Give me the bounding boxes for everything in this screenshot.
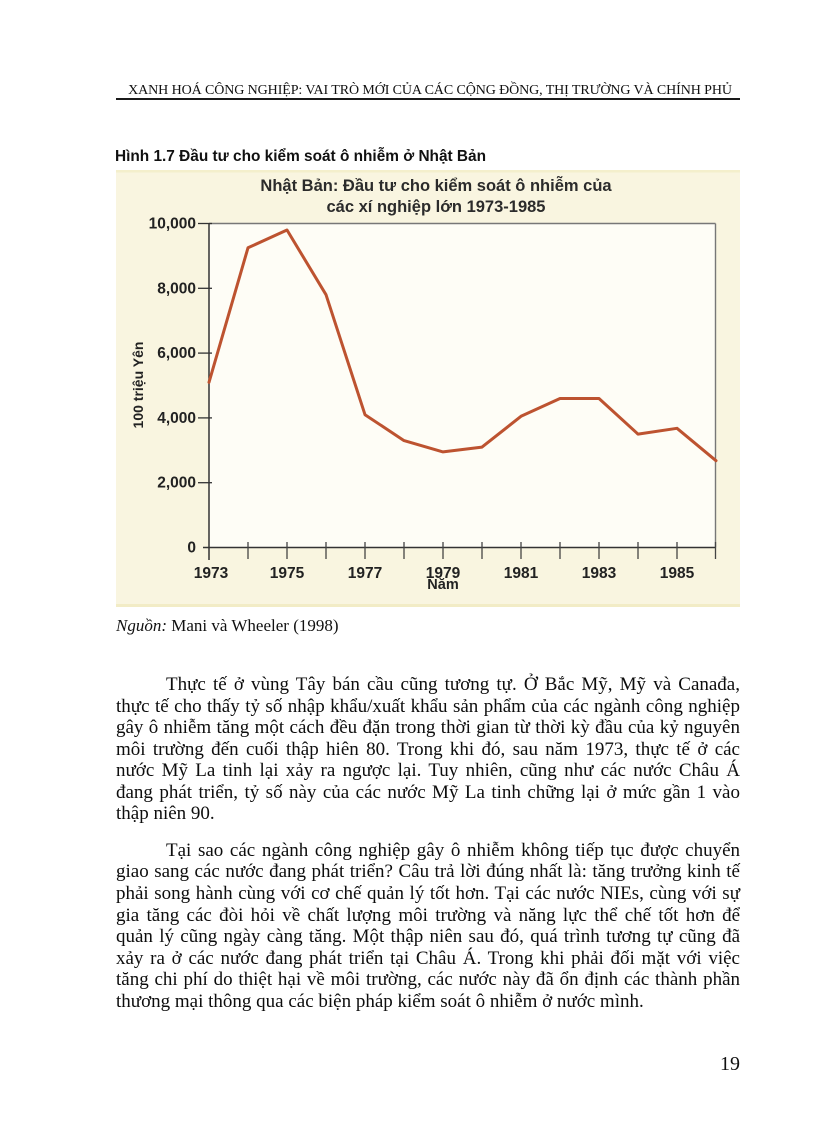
svg-text:100 triệu Yên: 100 triệu Yên <box>130 342 146 429</box>
svg-text:0: 0 <box>187 540 196 557</box>
svg-text:4,000: 4,000 <box>157 410 196 427</box>
svg-text:các xí nghiệp lớn 1973-1985: các xí nghiệp lớn 1973-1985 <box>326 198 545 216</box>
svg-text:Nhật Bản: Đầu tư cho kiểm soát: Nhật Bản: Đầu tư cho kiểm soát ô nhiễm c… <box>260 176 612 195</box>
svg-text:6,000: 6,000 <box>157 345 196 362</box>
svg-text:8,000: 8,000 <box>157 280 196 297</box>
svg-text:1979: 1979 <box>426 565 461 582</box>
svg-text:Năm: Năm <box>427 577 458 593</box>
svg-text:10,000: 10,000 <box>149 216 196 233</box>
svg-text:1985: 1985 <box>660 565 695 582</box>
svg-text:1983: 1983 <box>582 565 617 582</box>
svg-text:1973: 1973 <box>194 565 229 582</box>
svg-text:2,000: 2,000 <box>157 475 196 492</box>
svg-text:1977: 1977 <box>348 565 382 582</box>
svg-text:1981: 1981 <box>504 565 539 582</box>
svg-text:1975: 1975 <box>270 565 305 582</box>
